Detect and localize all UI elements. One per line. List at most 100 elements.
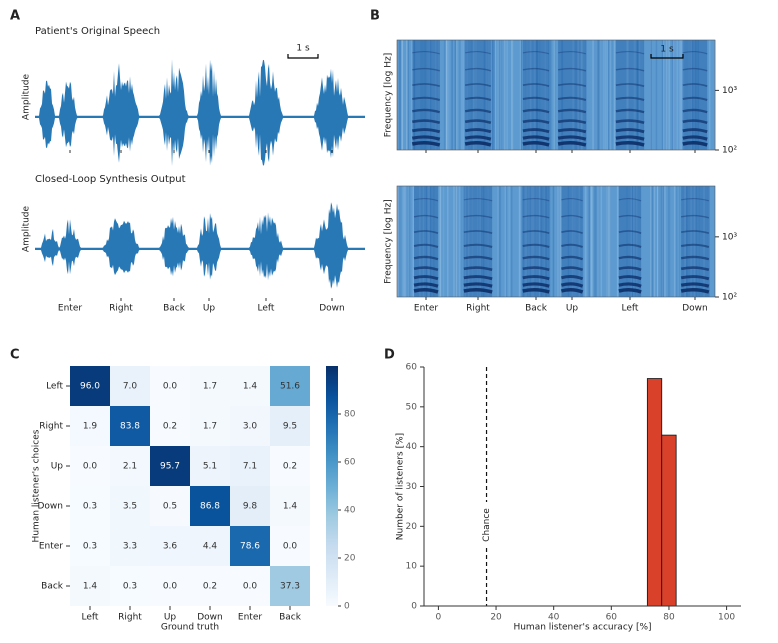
y-tick-label: 60 bbox=[406, 363, 418, 373]
spectrogram-texture bbox=[618, 230, 642, 235]
spectrogram-texture bbox=[615, 50, 645, 55]
spectrogram-texture bbox=[600, 186, 603, 297]
spectrogram-texture bbox=[673, 186, 676, 297]
spectrogram-texture bbox=[445, 40, 448, 150]
cell-label: 0.0 bbox=[163, 382, 178, 392]
cell-label: 1.7 bbox=[203, 382, 217, 392]
spectrogram-texture bbox=[595, 186, 597, 297]
spectrogram-texture bbox=[671, 40, 674, 150]
heatmap-cell bbox=[270, 526, 310, 566]
colorbar-tick-label: 60 bbox=[344, 458, 356, 468]
spectrogram-texture bbox=[505, 186, 507, 297]
y-tick-label: Up bbox=[51, 462, 64, 472]
spectrogram-texture bbox=[455, 186, 458, 297]
spectrogram-texture bbox=[413, 266, 439, 272]
spectrogram-texture bbox=[608, 40, 610, 150]
spectrogram-texture bbox=[464, 108, 492, 114]
spectrogram-texture bbox=[680, 282, 710, 288]
spectrogram-texture bbox=[404, 186, 406, 297]
cell-label: 1.4 bbox=[243, 382, 258, 392]
spectrogram-texture bbox=[552, 186, 555, 297]
y-tick-label: Right bbox=[39, 422, 63, 432]
y-tick-label: 0 bbox=[411, 602, 417, 612]
cell-label: 0.0 bbox=[163, 582, 178, 592]
spectrogram-texture bbox=[412, 40, 440, 150]
spectrogram-texture bbox=[413, 230, 439, 235]
spectrogram-texture bbox=[463, 287, 493, 294]
cell-label: 3.6 bbox=[163, 542, 178, 552]
spectrogram-texture bbox=[506, 40, 508, 150]
spectrogram-texture bbox=[412, 83, 440, 88]
spectrogram-texture bbox=[615, 135, 645, 141]
spectrogram-texture bbox=[597, 186, 599, 297]
spectrogram-texture bbox=[397, 186, 400, 297]
x-tick-label: Enter bbox=[58, 304, 82, 314]
spectrogram-texture bbox=[682, 40, 708, 150]
y-tick-label: Left bbox=[46, 382, 63, 392]
spectrogram-texture bbox=[456, 40, 458, 150]
cell-label: 0.3 bbox=[123, 582, 137, 592]
spectrogram-texture bbox=[464, 135, 492, 141]
spectrogram-texture bbox=[522, 119, 550, 125]
y-tick-label: 50 bbox=[406, 402, 418, 412]
spectrogram-texture bbox=[463, 275, 493, 281]
spectrogram-texture bbox=[651, 186, 654, 297]
spectrogram-texture bbox=[447, 186, 449, 297]
spectrogram-texture bbox=[615, 140, 645, 147]
spectrogram-texture bbox=[443, 40, 446, 150]
x-axis-label: Ground truth bbox=[161, 623, 219, 633]
x-tick-label: Down bbox=[682, 304, 708, 314]
spectrogram-texture bbox=[662, 186, 665, 297]
spectrogram-texture bbox=[465, 40, 491, 150]
cell-label: 0.2 bbox=[203, 582, 217, 592]
spectrogram-texture bbox=[491, 40, 494, 150]
spectrogram-texture bbox=[522, 197, 550, 202]
histogram-bar bbox=[661, 434, 677, 607]
cell-label: 0.2 bbox=[283, 462, 297, 472]
scale-bar-label: 1 s bbox=[296, 44, 310, 54]
spectrogram-texture bbox=[598, 40, 601, 150]
spectrogram-texture bbox=[553, 40, 556, 150]
heatmap-cell bbox=[150, 486, 190, 526]
spectrogram-texture bbox=[463, 230, 493, 235]
colorbar-tick-label: 20 bbox=[344, 554, 356, 564]
spectrogram-texture bbox=[653, 186, 656, 297]
spectrogram-texture bbox=[465, 50, 492, 55]
x-tick-label: 80 bbox=[663, 613, 675, 623]
chance-label: Chance bbox=[482, 508, 492, 542]
spectrogram-texture bbox=[597, 186, 599, 297]
spectrogram-texture bbox=[494, 40, 497, 150]
spectrogram-texture bbox=[518, 186, 521, 297]
spectrogram-texture bbox=[520, 186, 522, 297]
x-tick-label: Right bbox=[118, 613, 142, 623]
x-tick-label: Back bbox=[279, 613, 302, 623]
cell-label: 95.7 bbox=[160, 462, 180, 472]
spectrogram-texture bbox=[412, 50, 440, 55]
spectrogram-texture bbox=[595, 40, 597, 150]
spectrogram-texture bbox=[464, 128, 492, 134]
y-tick-label: 10³ bbox=[722, 86, 737, 96]
spectrogram-texture bbox=[607, 186, 609, 297]
spectrogram-texture bbox=[680, 275, 710, 281]
y-axis-label: Human listener's choices bbox=[32, 429, 42, 542]
heatmap-cell bbox=[110, 566, 150, 606]
waveform bbox=[35, 59, 365, 167]
spectrogram-texture bbox=[682, 140, 708, 147]
spectrogram-texture bbox=[561, 214, 583, 219]
spectrogram-texture bbox=[412, 67, 440, 72]
spectrogram-texture bbox=[680, 266, 710, 272]
spectrogram-texture bbox=[522, 230, 550, 235]
spectrogram-texture bbox=[560, 282, 584, 288]
cell-label: 96.0 bbox=[80, 382, 100, 392]
spectrogram-texture bbox=[413, 197, 439, 202]
heatmap-cell bbox=[150, 366, 190, 406]
x-tick-label: Right bbox=[109, 304, 133, 314]
spectrogram-texture bbox=[439, 186, 441, 297]
spectrogram-texture bbox=[519, 186, 521, 297]
spectrogram-texture bbox=[406, 186, 409, 297]
spectrogram-texture bbox=[606, 186, 608, 297]
x-tick-label: Back bbox=[163, 304, 186, 314]
x-tick-label: Left bbox=[258, 304, 275, 314]
spectrogram-texture bbox=[464, 67, 492, 72]
spectrogram-texture bbox=[557, 108, 587, 114]
